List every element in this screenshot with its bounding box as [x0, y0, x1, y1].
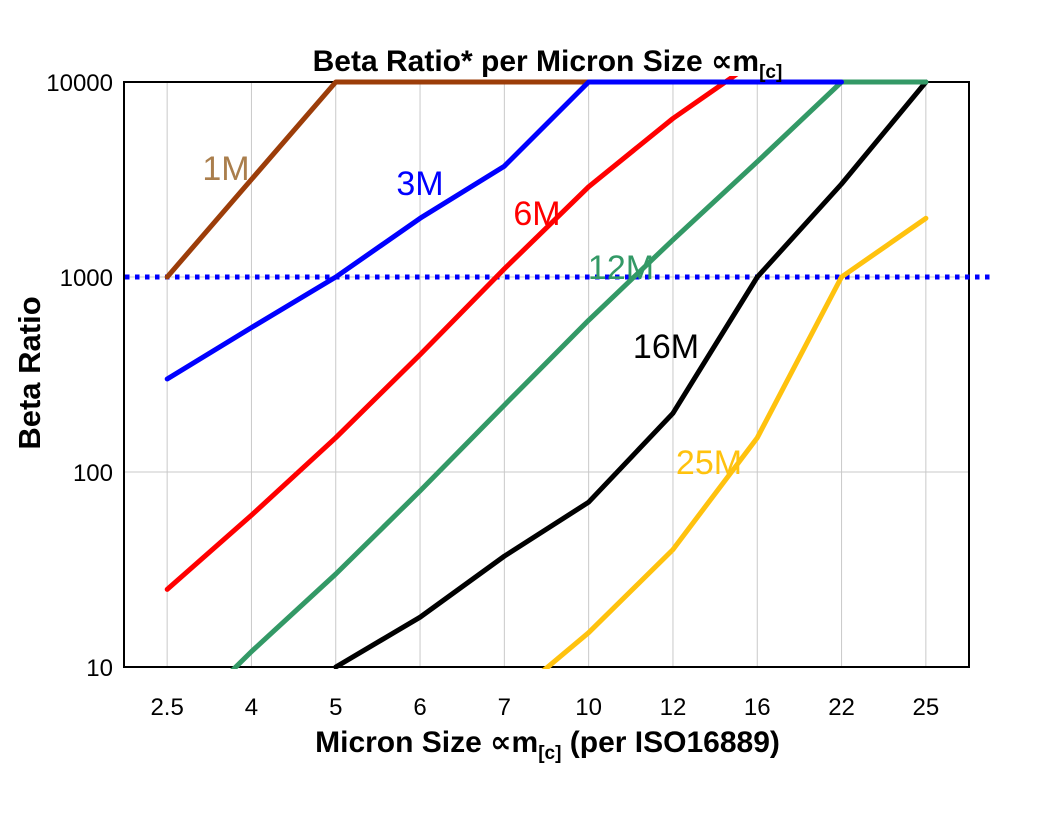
y-tick-1000: 1000: [60, 265, 113, 292]
series-label-6M: 6M: [513, 195, 560, 233]
plot-border: [123, 81, 970, 668]
series-lines: [164, 76, 929, 669]
gridlines: [125, 82, 968, 667]
x-tick-22: 22: [828, 694, 855, 721]
x-tick-10: 10: [575, 694, 602, 721]
y-tick-10: 10: [86, 655, 113, 682]
x-tick-5: 5: [329, 694, 342, 721]
series-label-25M: 25M: [676, 444, 742, 482]
series-label-1M: 1M: [202, 150, 249, 188]
series-labels: 1M 3M 6M 12M 16M 25M: [202, 150, 742, 482]
series-line-12M: [230, 79, 929, 669]
series-line-25M: [541, 215, 929, 669]
x-tick-4: 4: [245, 694, 258, 721]
y-tick-labels: 10 100 1000 10000: [46, 70, 113, 682]
series-line-6M: [164, 76, 739, 592]
x-tick-12: 12: [660, 694, 687, 721]
series-line-1M: [164, 79, 592, 280]
y-axis-title: Beta Ratio: [12, 296, 47, 450]
x-tick-7: 7: [498, 694, 511, 721]
x-axis-title: Micron Size ∝m[c] (per ISO16889): [125, 725, 970, 765]
series-line-16M: [333, 79, 929, 669]
x-tick-labels: 2.5 4 5 6 7 10 12 16 22 25: [150, 694, 939, 721]
series-line-3M: [164, 79, 844, 382]
y-tick-100: 100: [73, 460, 113, 487]
series-label-12M: 12M: [588, 249, 654, 287]
chart-title-text: Beta Ratio* per Micron Size ∝m: [312, 45, 760, 78]
y-tick-10000: 10000: [46, 70, 113, 97]
series-label-16M: 16M: [633, 328, 699, 366]
x-axis-title-suffix: (per ISO16889): [561, 726, 780, 759]
x-axis-title-text: Micron Size ∝m: [315, 726, 539, 759]
x-tick-25: 25: [912, 694, 939, 721]
chart-title-subscript: [c]: [759, 62, 783, 83]
x-tick-16: 16: [744, 694, 771, 721]
x-tick-2.5: 2.5: [150, 694, 183, 721]
x-axis-title-subscript: [c]: [538, 743, 562, 764]
series-label-3M: 3M: [396, 165, 443, 203]
chart-title: Beta Ratio* per Micron Size ∝m[c]: [125, 44, 970, 84]
x-tick-6: 6: [413, 694, 426, 721]
